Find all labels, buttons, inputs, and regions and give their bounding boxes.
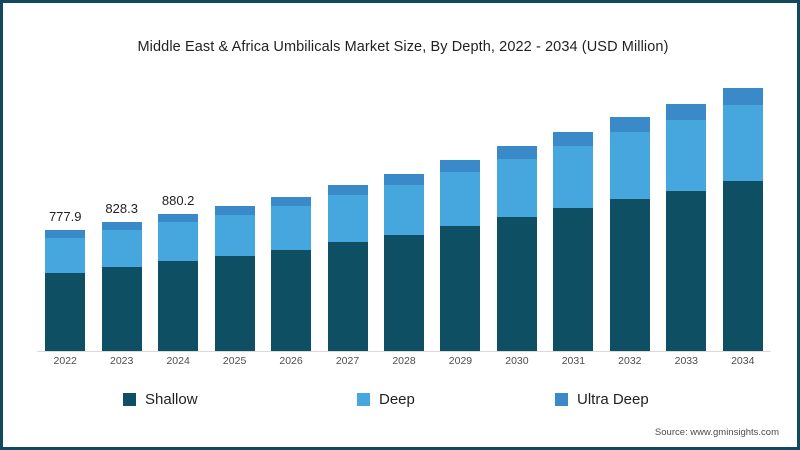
- x-axis-tick-2030: 2030: [505, 355, 529, 367]
- legend-swatch-icon: [123, 393, 136, 406]
- bar-column-2031[interactable]: [553, 132, 594, 351]
- x-axis-tick-2029: 2029: [448, 355, 473, 367]
- bar-column-2025[interactable]: [214, 206, 255, 351]
- bar-value-label-2024: 880.2: [161, 193, 195, 208]
- bar-segment-deep-2033[interactable]: [666, 120, 707, 191]
- bar-segment-deep-2032[interactable]: [609, 132, 650, 199]
- bar-segment-shallow-2022[interactable]: [45, 273, 86, 351]
- page-title: Middle East & Africa Umbilicals Market S…: [137, 39, 669, 55]
- legend-label: Ultra Deep: [577, 391, 649, 408]
- bar-segment-ultra-deep-2031[interactable]: [553, 132, 594, 146]
- bar-segment-ultra-deep-2030[interactable]: [496, 146, 537, 159]
- bar-segment-deep-2034[interactable]: [722, 105, 763, 181]
- bar-value-label-2022: 777.9: [48, 209, 82, 224]
- plot-area: 777.9 828.3 880.2: [37, 83, 771, 351]
- bar-segment-shallow-2023[interactable]: [101, 267, 142, 351]
- legend-swatch-icon: [357, 393, 370, 406]
- bar-column-2030[interactable]: [496, 146, 537, 351]
- bar-segment-ultra-deep-2029[interactable]: [440, 160, 481, 172]
- bar-segment-ultra-deep-2027[interactable]: [327, 185, 368, 195]
- bar-column-2024[interactable]: 880.2: [158, 193, 199, 351]
- bar-segment-deep-2030[interactable]: [496, 159, 537, 217]
- bar-column-2028[interactable]: [384, 174, 424, 351]
- bar-segment-deep-2022[interactable]: [45, 238, 86, 273]
- bar-column-2027[interactable]: [327, 185, 368, 351]
- bar-value-label-2023: 828.3: [105, 201, 138, 216]
- bar-column-2023[interactable]: 828.3: [101, 201, 142, 351]
- bar-segment-shallow-2030[interactable]: [496, 217, 537, 351]
- bar-segment-ultra-deep-2024[interactable]: [158, 214, 199, 222]
- bar-segment-ultra-deep-2026[interactable]: [271, 197, 312, 206]
- bar-segment-deep-2027[interactable]: [327, 195, 368, 242]
- bar-segment-shallow-2027[interactable]: [327, 242, 368, 351]
- bar-segment-shallow-2034[interactable]: [722, 181, 763, 351]
- bar-column-2026[interactable]: [271, 197, 312, 351]
- x-axis-tick-labels: 2022 2023 2024 2025 2026 2027 2028 2029 2030 2031…: [37, 355, 771, 375]
- bar-segment-deep-2024[interactable]: [158, 222, 199, 261]
- bar-segment-deep-2026[interactable]: [271, 206, 312, 250]
- bar-segment-ultra-deep-2032[interactable]: [609, 117, 650, 132]
- x-axis-tick-2034: 2034: [731, 355, 755, 367]
- bar-segment-shallow-2025[interactable]: [214, 256, 255, 351]
- x-axis-line: [37, 351, 771, 352]
- bar-segment-ultra-deep-2033[interactable]: [666, 104, 707, 120]
- chart-legend: Shallow Deep Ultra Deep: [123, 391, 683, 415]
- bar-column-2032[interactable]: [609, 117, 650, 351]
- legend-item-ultra-deep[interactable]: Ultra Deep: [555, 391, 649, 408]
- bar-column-2029[interactable]: [440, 160, 481, 351]
- x-axis-tick-2027: 2027: [335, 355, 360, 367]
- legend-label: Deep: [379, 391, 415, 408]
- bar-segment-deep-2029[interactable]: [440, 172, 481, 226]
- bar-segment-deep-2025[interactable]: [214, 215, 255, 256]
- bar-segment-shallow-2031[interactable]: [553, 208, 594, 351]
- bar-segment-ultra-deep-2028[interactable]: [384, 174, 424, 185]
- bar-segment-shallow-2029[interactable]: [440, 226, 481, 351]
- bar-segment-deep-2028[interactable]: [384, 185, 424, 235]
- bar-segment-ultra-deep-2025[interactable]: [214, 206, 255, 215]
- bar-segment-ultra-deep-2034[interactable]: [722, 88, 763, 105]
- x-axis-tick-2025: 2025: [222, 355, 247, 367]
- x-axis-tick-2033: 2033: [674, 355, 698, 367]
- x-axis-tick-2026: 2026: [279, 355, 303, 367]
- x-axis-tick-2031: 2031: [561, 355, 586, 367]
- bar-segment-shallow-2032[interactable]: [609, 199, 650, 351]
- bar-segment-shallow-2033[interactable]: [666, 191, 707, 351]
- x-axis-tick-2028: 2028: [392, 355, 416, 367]
- legend-item-shallow[interactable]: Shallow: [123, 391, 198, 408]
- bar-column-2022[interactable]: 777.9: [45, 209, 86, 351]
- bar-segment-ultra-deep-2022[interactable]: [45, 230, 86, 238]
- bar-segment-shallow-2026[interactable]: [271, 250, 312, 351]
- x-axis-tick-2023: 2023: [110, 355, 134, 367]
- legend-label: Shallow: [145, 391, 198, 408]
- x-axis-tick-2032: 2032: [618, 355, 642, 367]
- bar-segment-ultra-deep-2023[interactable]: [101, 222, 142, 230]
- bar-segment-deep-2031[interactable]: [553, 146, 594, 208]
- x-axis-tick-2024: 2024: [166, 355, 190, 367]
- bar-segment-shallow-2028[interactable]: [384, 235, 424, 351]
- bar-segment-deep-2023[interactable]: [101, 230, 142, 267]
- legend-swatch-icon: [555, 393, 568, 406]
- x-axis-tick-2022: 2022: [53, 355, 77, 367]
- source-attribution: Source: www.gminsights.com: [654, 427, 779, 438]
- bar-column-2034[interactable]: [722, 88, 763, 351]
- bar-column-2033[interactable]: [666, 104, 707, 351]
- bar-segment-shallow-2024[interactable]: [158, 261, 199, 351]
- legend-item-deep[interactable]: Deep: [357, 391, 415, 408]
